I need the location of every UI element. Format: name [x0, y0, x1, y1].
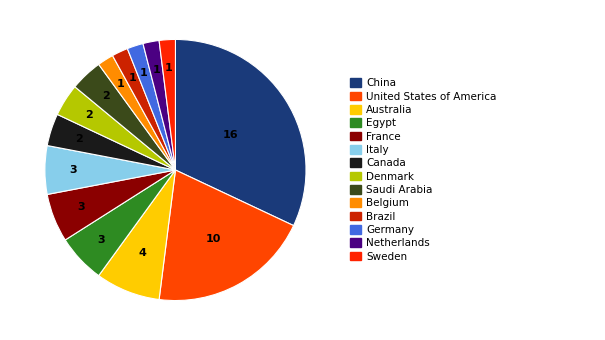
Wedge shape: [113, 49, 175, 170]
Text: 2: 2: [85, 110, 93, 120]
Wedge shape: [45, 146, 175, 194]
Text: 1: 1: [165, 63, 173, 73]
Text: 3: 3: [77, 203, 85, 212]
Text: 1: 1: [152, 65, 160, 75]
Wedge shape: [159, 39, 175, 170]
Text: 1: 1: [140, 68, 148, 78]
Text: 16: 16: [223, 130, 238, 140]
Legend: China, United States of America, Australia, Egypt, France, Italy, Canada, Denmar: China, United States of America, Austral…: [350, 78, 496, 262]
Text: 2: 2: [75, 134, 82, 143]
Wedge shape: [99, 55, 175, 170]
Wedge shape: [57, 87, 175, 170]
Wedge shape: [143, 40, 175, 170]
Wedge shape: [65, 170, 175, 276]
Text: 1: 1: [128, 73, 136, 83]
Text: 3: 3: [70, 165, 77, 175]
Wedge shape: [99, 170, 175, 300]
Wedge shape: [175, 39, 306, 225]
Text: 2: 2: [102, 91, 110, 101]
Text: 4: 4: [139, 248, 146, 257]
Wedge shape: [47, 115, 175, 170]
Text: 10: 10: [206, 234, 221, 244]
Wedge shape: [75, 64, 175, 170]
Wedge shape: [159, 170, 293, 301]
Wedge shape: [128, 44, 175, 170]
Text: 1: 1: [117, 79, 125, 89]
Text: 3: 3: [97, 235, 105, 245]
Wedge shape: [47, 170, 175, 240]
